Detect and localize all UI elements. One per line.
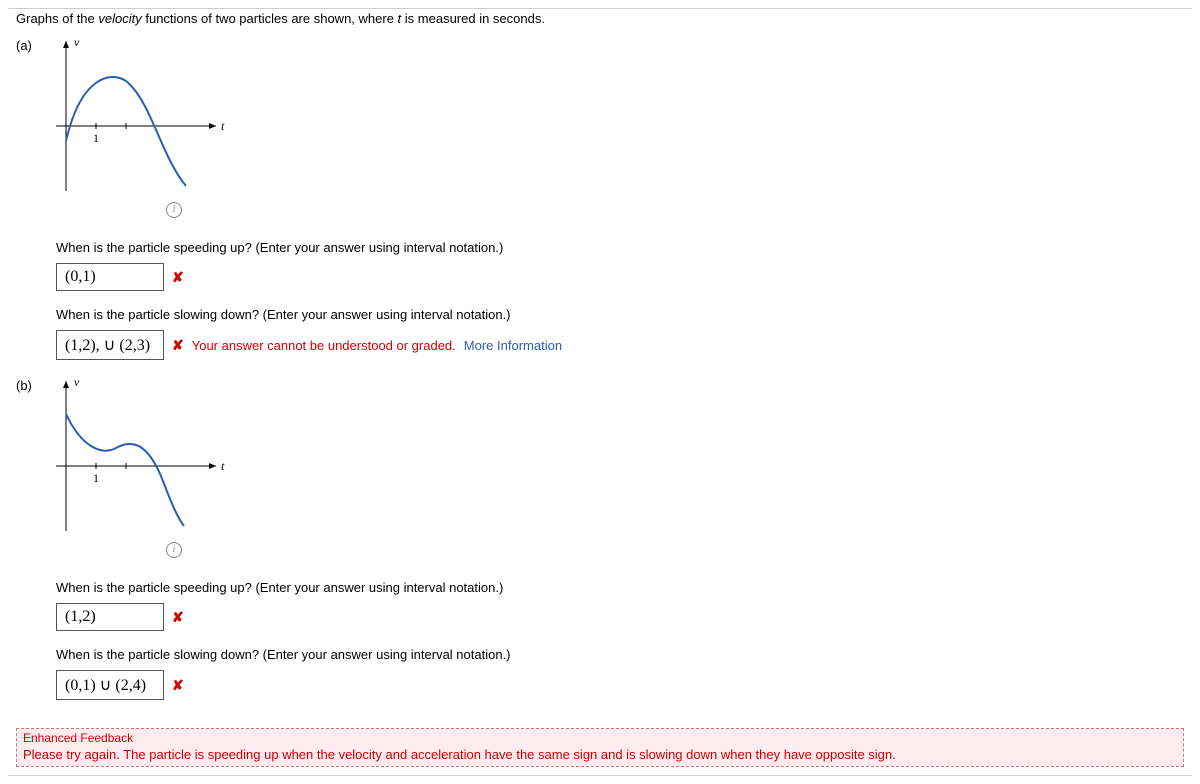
part-b-label: (b) <box>16 376 56 393</box>
svg-text:1: 1 <box>93 471 99 485</box>
intro-text: Graphs of the velocity functions of two … <box>16 11 1184 26</box>
incorrect-icon: ✘ <box>172 609 184 626</box>
intro-pre: Graphs of the <box>16 11 98 26</box>
graph-b: 1 v t <box>56 376 256 536</box>
answer-box-b1[interactable]: (1,2) <box>56 603 164 631</box>
intro-mid: functions of two particles are shown, wh… <box>142 11 398 26</box>
question-b2: When is the particle slowing down? (Ente… <box>56 647 1184 662</box>
part-b: (b) 1 v t i When is the particle speeding … <box>16 376 1184 716</box>
svg-text:v: v <box>74 36 80 49</box>
feedback-box: Enhanced Feedback Please try again. The … <box>16 728 1184 767</box>
question-container: Graphs of the velocity functions of two … <box>8 8 1192 776</box>
answer-box-b2[interactable]: (0,1) ∪ (2,4) <box>56 670 164 700</box>
part-a-label: (a) <box>16 36 56 53</box>
question-b1: When is the particle speeding up? (Enter… <box>56 580 1184 595</box>
svg-text:t: t <box>221 459 225 473</box>
incorrect-icon: ✘ <box>172 269 184 286</box>
incorrect-icon: ✘ <box>172 337 184 354</box>
answer-box-a2[interactable]: (1,2), ∪ (2,3) <box>56 330 164 360</box>
intro-velocity: velocity <box>98 11 141 26</box>
part-a: (a) 1 v t i When is the particle speeding … <box>16 36 1184 376</box>
incorrect-icon: ✘ <box>172 677 184 694</box>
info-icon[interactable]: i <box>166 202 182 218</box>
intro-post: is measured in seconds. <box>401 11 545 26</box>
info-icon[interactable]: i <box>166 542 182 558</box>
feedback-text: Please try again. The particle is speedi… <box>23 747 1177 762</box>
svg-text:t: t <box>221 119 225 133</box>
svg-text:v: v <box>74 376 80 389</box>
svg-text:1: 1 <box>93 131 99 145</box>
question-a2: When is the particle slowing down? (Ente… <box>56 307 1184 322</box>
error-message: Your answer cannot be understood or grad… <box>192 338 456 353</box>
answer-box-a1[interactable]: (0,1) <box>56 263 164 291</box>
feedback-title: Enhanced Feedback <box>23 731 1177 745</box>
more-info-link[interactable]: More Information <box>464 338 562 353</box>
question-a1: When is the particle speeding up? (Enter… <box>56 240 1184 255</box>
graph-a: 1 v t <box>56 36 256 196</box>
